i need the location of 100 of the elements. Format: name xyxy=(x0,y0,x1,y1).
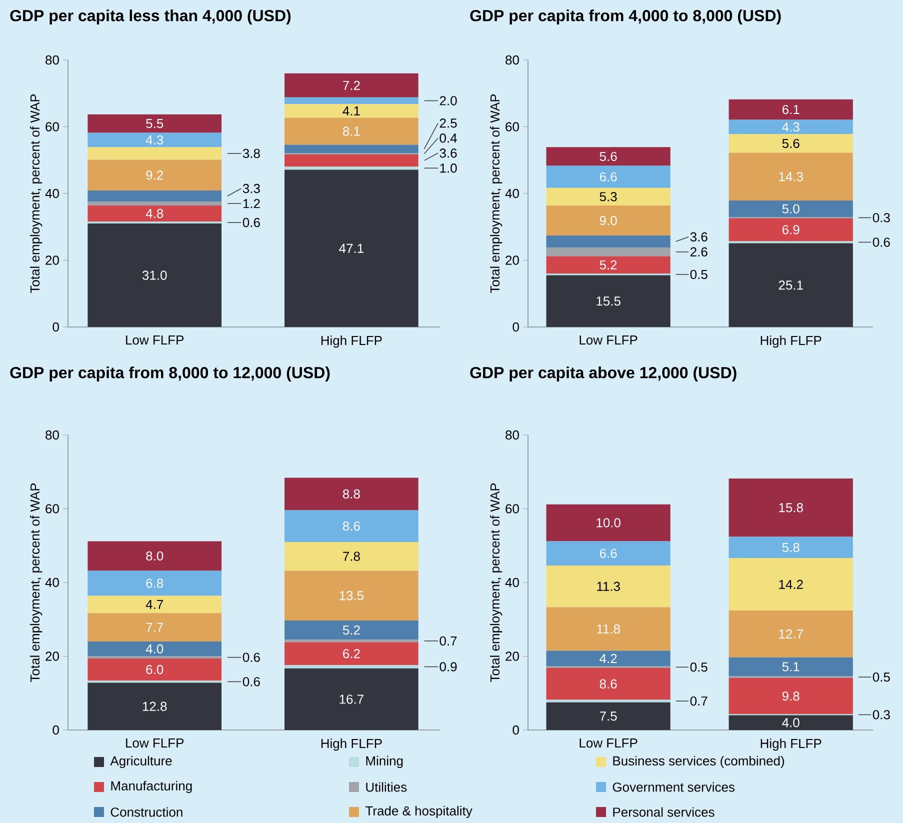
bar xyxy=(546,504,670,542)
data-label: 15.5 xyxy=(596,296,620,306)
data-label: 13.5 xyxy=(340,590,364,600)
bar xyxy=(728,120,853,134)
data-label: 2.0 xyxy=(440,96,457,106)
data-label: 11.3 xyxy=(597,582,620,591)
data-label: 0.5 xyxy=(872,672,890,682)
data-label: 6.2 xyxy=(343,649,360,658)
bar xyxy=(88,642,222,656)
chart-title: GDP per capita from 4,000 to 8,000 (USD) xyxy=(470,10,781,24)
data-label: 0.7 xyxy=(440,636,457,646)
bar xyxy=(546,147,670,166)
legend-label: Construction xyxy=(110,807,182,817)
y-tick-label: 80 xyxy=(506,55,519,65)
bar xyxy=(284,478,418,510)
bar xyxy=(88,613,222,642)
y-tick-label: 0 xyxy=(512,725,519,735)
bar xyxy=(88,206,222,222)
data-label: 5.2 xyxy=(600,260,617,270)
x-tick-label: High FLFP xyxy=(760,336,822,348)
data-label: 6.1 xyxy=(782,104,800,114)
bar xyxy=(284,104,418,118)
data-label: 7.2 xyxy=(343,80,360,90)
y-axis-title: Total employment, percent of WAP xyxy=(490,94,502,294)
data-label: 16.7 xyxy=(340,694,364,704)
data-label: 0.6 xyxy=(242,677,260,686)
data-label: 9.2 xyxy=(146,170,163,180)
chart-title: GDP per capita from 8,000 to 12,000 (USD) xyxy=(10,366,330,382)
bar xyxy=(284,73,418,98)
data-label: 2.6 xyxy=(690,247,708,257)
data-label: 7.8 xyxy=(343,552,360,561)
data-label: 5.2 xyxy=(342,625,360,635)
y-tick-label: 80 xyxy=(46,430,59,440)
legend-label: Business services (combined) xyxy=(613,756,784,768)
bar xyxy=(284,542,418,571)
bar xyxy=(546,566,670,608)
y-tick-label: 60 xyxy=(506,504,519,514)
bar xyxy=(284,620,418,640)
y-tick-label: 20 xyxy=(46,652,59,661)
y-tick-label: 20 xyxy=(46,256,59,265)
y-tick-label: 20 xyxy=(506,256,519,265)
bar xyxy=(546,607,670,651)
data-label: 12.7 xyxy=(779,629,803,638)
legend-label: Mining xyxy=(366,756,403,768)
data-label: 31.0 xyxy=(142,270,167,280)
bar xyxy=(546,206,670,236)
bar xyxy=(284,97,418,104)
data-label: 0.5 xyxy=(690,270,708,280)
data-label: 9.0 xyxy=(600,216,617,226)
data-label: 5.1 xyxy=(782,662,800,672)
y-tick-label: 20 xyxy=(506,652,519,661)
legend-label: Trade & hospitality xyxy=(366,806,472,818)
data-label: 0.6 xyxy=(242,218,260,228)
y-tick-label: 0 xyxy=(512,322,519,332)
bar xyxy=(88,114,222,133)
data-label: 5.6 xyxy=(600,152,617,162)
data-label: 5.3 xyxy=(600,192,617,202)
data-label: 4.8 xyxy=(146,208,164,218)
bar xyxy=(88,658,222,681)
legend-label: Manufacturing xyxy=(111,780,192,794)
data-label: 0.6 xyxy=(242,652,260,662)
y-tick-label: 40 xyxy=(45,188,59,198)
bar xyxy=(728,200,853,218)
data-label: 4.0 xyxy=(782,718,800,728)
data-label: 7.7 xyxy=(146,622,163,632)
bar xyxy=(546,166,670,188)
legend-label: Agriculture xyxy=(110,756,172,768)
data-label: 4.2 xyxy=(600,654,617,663)
bar xyxy=(546,668,670,700)
data-label: 9.8 xyxy=(782,691,800,701)
chart-title: GDP per capita less than 4,000 (USD) xyxy=(10,10,291,24)
bar xyxy=(546,188,670,206)
x-tick-label: Low FLFP xyxy=(580,336,638,345)
legend-label: Utilities xyxy=(366,782,407,792)
data-label: 3.6 xyxy=(440,148,457,158)
data-label: 4.3 xyxy=(146,135,164,145)
chart-title: GDP per capita above 12,000 (USD) xyxy=(470,366,736,382)
y-axis-title: Total employment, percent of WAP xyxy=(30,94,42,294)
data-label: 3.3 xyxy=(242,184,260,194)
data-label: 5.0 xyxy=(782,204,800,214)
bar xyxy=(284,642,418,666)
data-label: 25.1 xyxy=(778,280,803,290)
data-label: 3.6 xyxy=(690,232,708,242)
data-label: 2.5 xyxy=(440,118,457,128)
bar xyxy=(284,510,418,542)
data-label: 0.3 xyxy=(872,213,890,222)
data-label: 4.7 xyxy=(146,600,163,609)
bar xyxy=(546,700,670,702)
x-tick-label: Low FLFP xyxy=(126,738,184,748)
y-axis-title: Total employment, percent of WAP xyxy=(30,483,42,682)
data-label: 0.5 xyxy=(690,662,708,672)
bar xyxy=(728,558,853,611)
x-tick-label: Low FLFP xyxy=(126,336,184,345)
bar xyxy=(284,665,418,668)
data-label: 8.6 xyxy=(600,679,617,689)
bar xyxy=(728,536,853,558)
bar xyxy=(284,640,418,642)
x-tick-label: High FLFP xyxy=(760,738,822,751)
bar xyxy=(88,570,222,596)
bar xyxy=(284,166,418,170)
